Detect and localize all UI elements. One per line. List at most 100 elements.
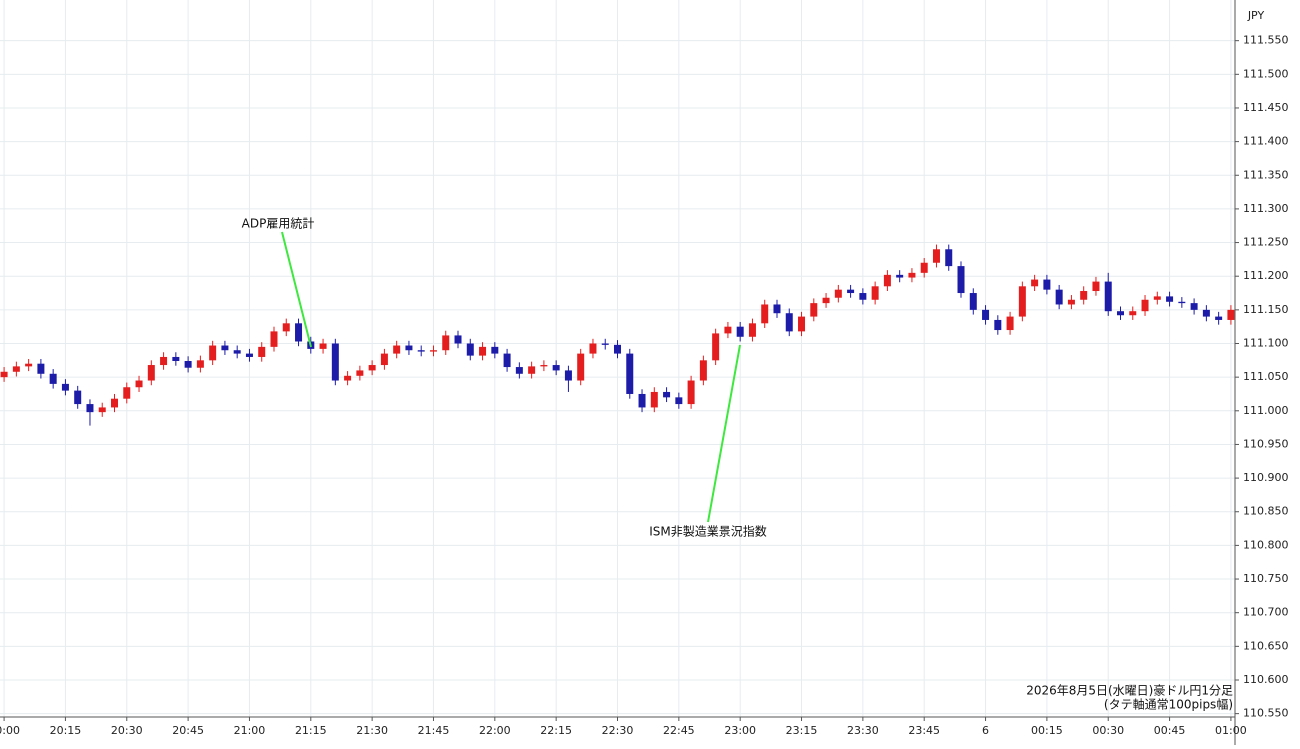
x-tick-label: 21:45 [418, 724, 450, 737]
candle-body [295, 323, 303, 342]
candle-body [49, 373, 57, 384]
candle-body [86, 404, 94, 413]
annotation-pointer [707, 344, 741, 523]
candle-body [1153, 296, 1161, 300]
candle-body [883, 274, 891, 287]
candle-body [1104, 281, 1112, 312]
candle-body [221, 345, 229, 351]
candle-body [589, 343, 597, 354]
y-tick-label: 111.350 [1243, 168, 1289, 181]
candle-body [74, 390, 82, 405]
candle-body [479, 346, 487, 356]
x-tick-label: 00:30 [1092, 724, 1124, 737]
y-tick-label: 110.650 [1243, 639, 1289, 652]
chart-title: 2026年8月5日(水曜日)豪ドル円1分足 [1026, 683, 1233, 698]
candle-body [1141, 299, 1149, 312]
candle-body [577, 353, 585, 381]
candle-body [920, 262, 928, 273]
x-tick-label: 22:30 [602, 724, 634, 737]
candle-body [331, 343, 339, 381]
candle-body [663, 391, 671, 398]
x-tick-label: 20:45 [172, 724, 204, 737]
candle-body [1215, 316, 1223, 320]
y-tick-label: 110.550 [1243, 707, 1289, 720]
candle-body [810, 303, 818, 317]
candle-body [0, 371, 8, 378]
candle-body [1202, 309, 1210, 317]
candle-body [147, 365, 155, 381]
x-tick-label: 23:45 [908, 724, 940, 737]
candle-body [994, 319, 1002, 331]
candle-body [196, 360, 204, 368]
candle-body [184, 361, 192, 368]
x-tick-label: 20:15 [50, 724, 82, 737]
candle-body [37, 363, 45, 374]
candle-body [258, 346, 266, 357]
x-tick-label: 00:45 [1154, 724, 1186, 737]
candle-body [773, 304, 781, 314]
candle-body [454, 335, 462, 344]
candle-body [1067, 299, 1075, 305]
candle-body [908, 272, 916, 278]
candle-body [687, 380, 695, 405]
annotation-pointer [281, 231, 312, 348]
candle-body [209, 345, 217, 361]
candle-body [1166, 296, 1174, 302]
candle-body [380, 353, 388, 366]
candle-body [442, 335, 450, 351]
y-tick-label: 110.750 [1243, 572, 1289, 585]
candle-body [761, 304, 769, 324]
candle-body [135, 380, 143, 388]
candle-body [748, 323, 756, 337]
candle-body [491, 346, 499, 354]
candle-body [847, 289, 855, 294]
y-tick-label: 111.400 [1243, 135, 1289, 148]
x-tick-label: 22:00 [479, 724, 511, 737]
candle-body [405, 345, 413, 351]
candle-body [233, 350, 241, 354]
candle-body [982, 309, 990, 320]
candle-body [957, 266, 965, 294]
chart-subtitle: (タテ軸通常100pips幅) [1104, 697, 1233, 712]
candle-body [1116, 311, 1124, 316]
candle-body [1227, 309, 1235, 320]
x-tick-label: 23:15 [786, 724, 818, 737]
x-tick-label: 20:00 [0, 724, 20, 737]
candle-body [1018, 286, 1026, 317]
candle-body [798, 316, 806, 332]
candle-body [528, 366, 536, 374]
candle-body [1043, 279, 1051, 290]
candle-body [368, 365, 376, 371]
candle-body [1178, 301, 1186, 304]
candle-body [712, 333, 720, 361]
candle-body [896, 274, 904, 278]
candle-body [25, 363, 33, 367]
annotation: ADP雇用統計 [242, 216, 315, 231]
candle-body [245, 353, 253, 357]
candle-body [1190, 303, 1198, 310]
y-tick-label: 110.850 [1243, 505, 1289, 518]
candle-body [123, 387, 131, 399]
candle-body [515, 367, 523, 374]
x-tick-label: 21:00 [234, 724, 266, 737]
candle-body [626, 353, 634, 394]
y-tick-label: 110.600 [1243, 673, 1289, 686]
candle-body [932, 249, 940, 263]
candle-body [356, 370, 364, 376]
candle-body [270, 331, 278, 347]
x-tick-label: 22:45 [663, 724, 695, 737]
y-tick-label: 111.500 [1243, 67, 1289, 80]
x-tick-label: 23:30 [847, 724, 879, 737]
y-tick-label: 111.150 [1243, 303, 1289, 316]
candle-body [282, 323, 290, 332]
x-tick-label: 01:00 [1215, 724, 1247, 737]
candle-body [822, 297, 830, 304]
y-tick-label: 110.800 [1243, 538, 1289, 551]
candle-body [1129, 311, 1137, 316]
candle-body [834, 289, 842, 298]
candle-body [1055, 289, 1063, 305]
candle-body [417, 350, 425, 352]
x-tick-label: 21:30 [356, 724, 388, 737]
